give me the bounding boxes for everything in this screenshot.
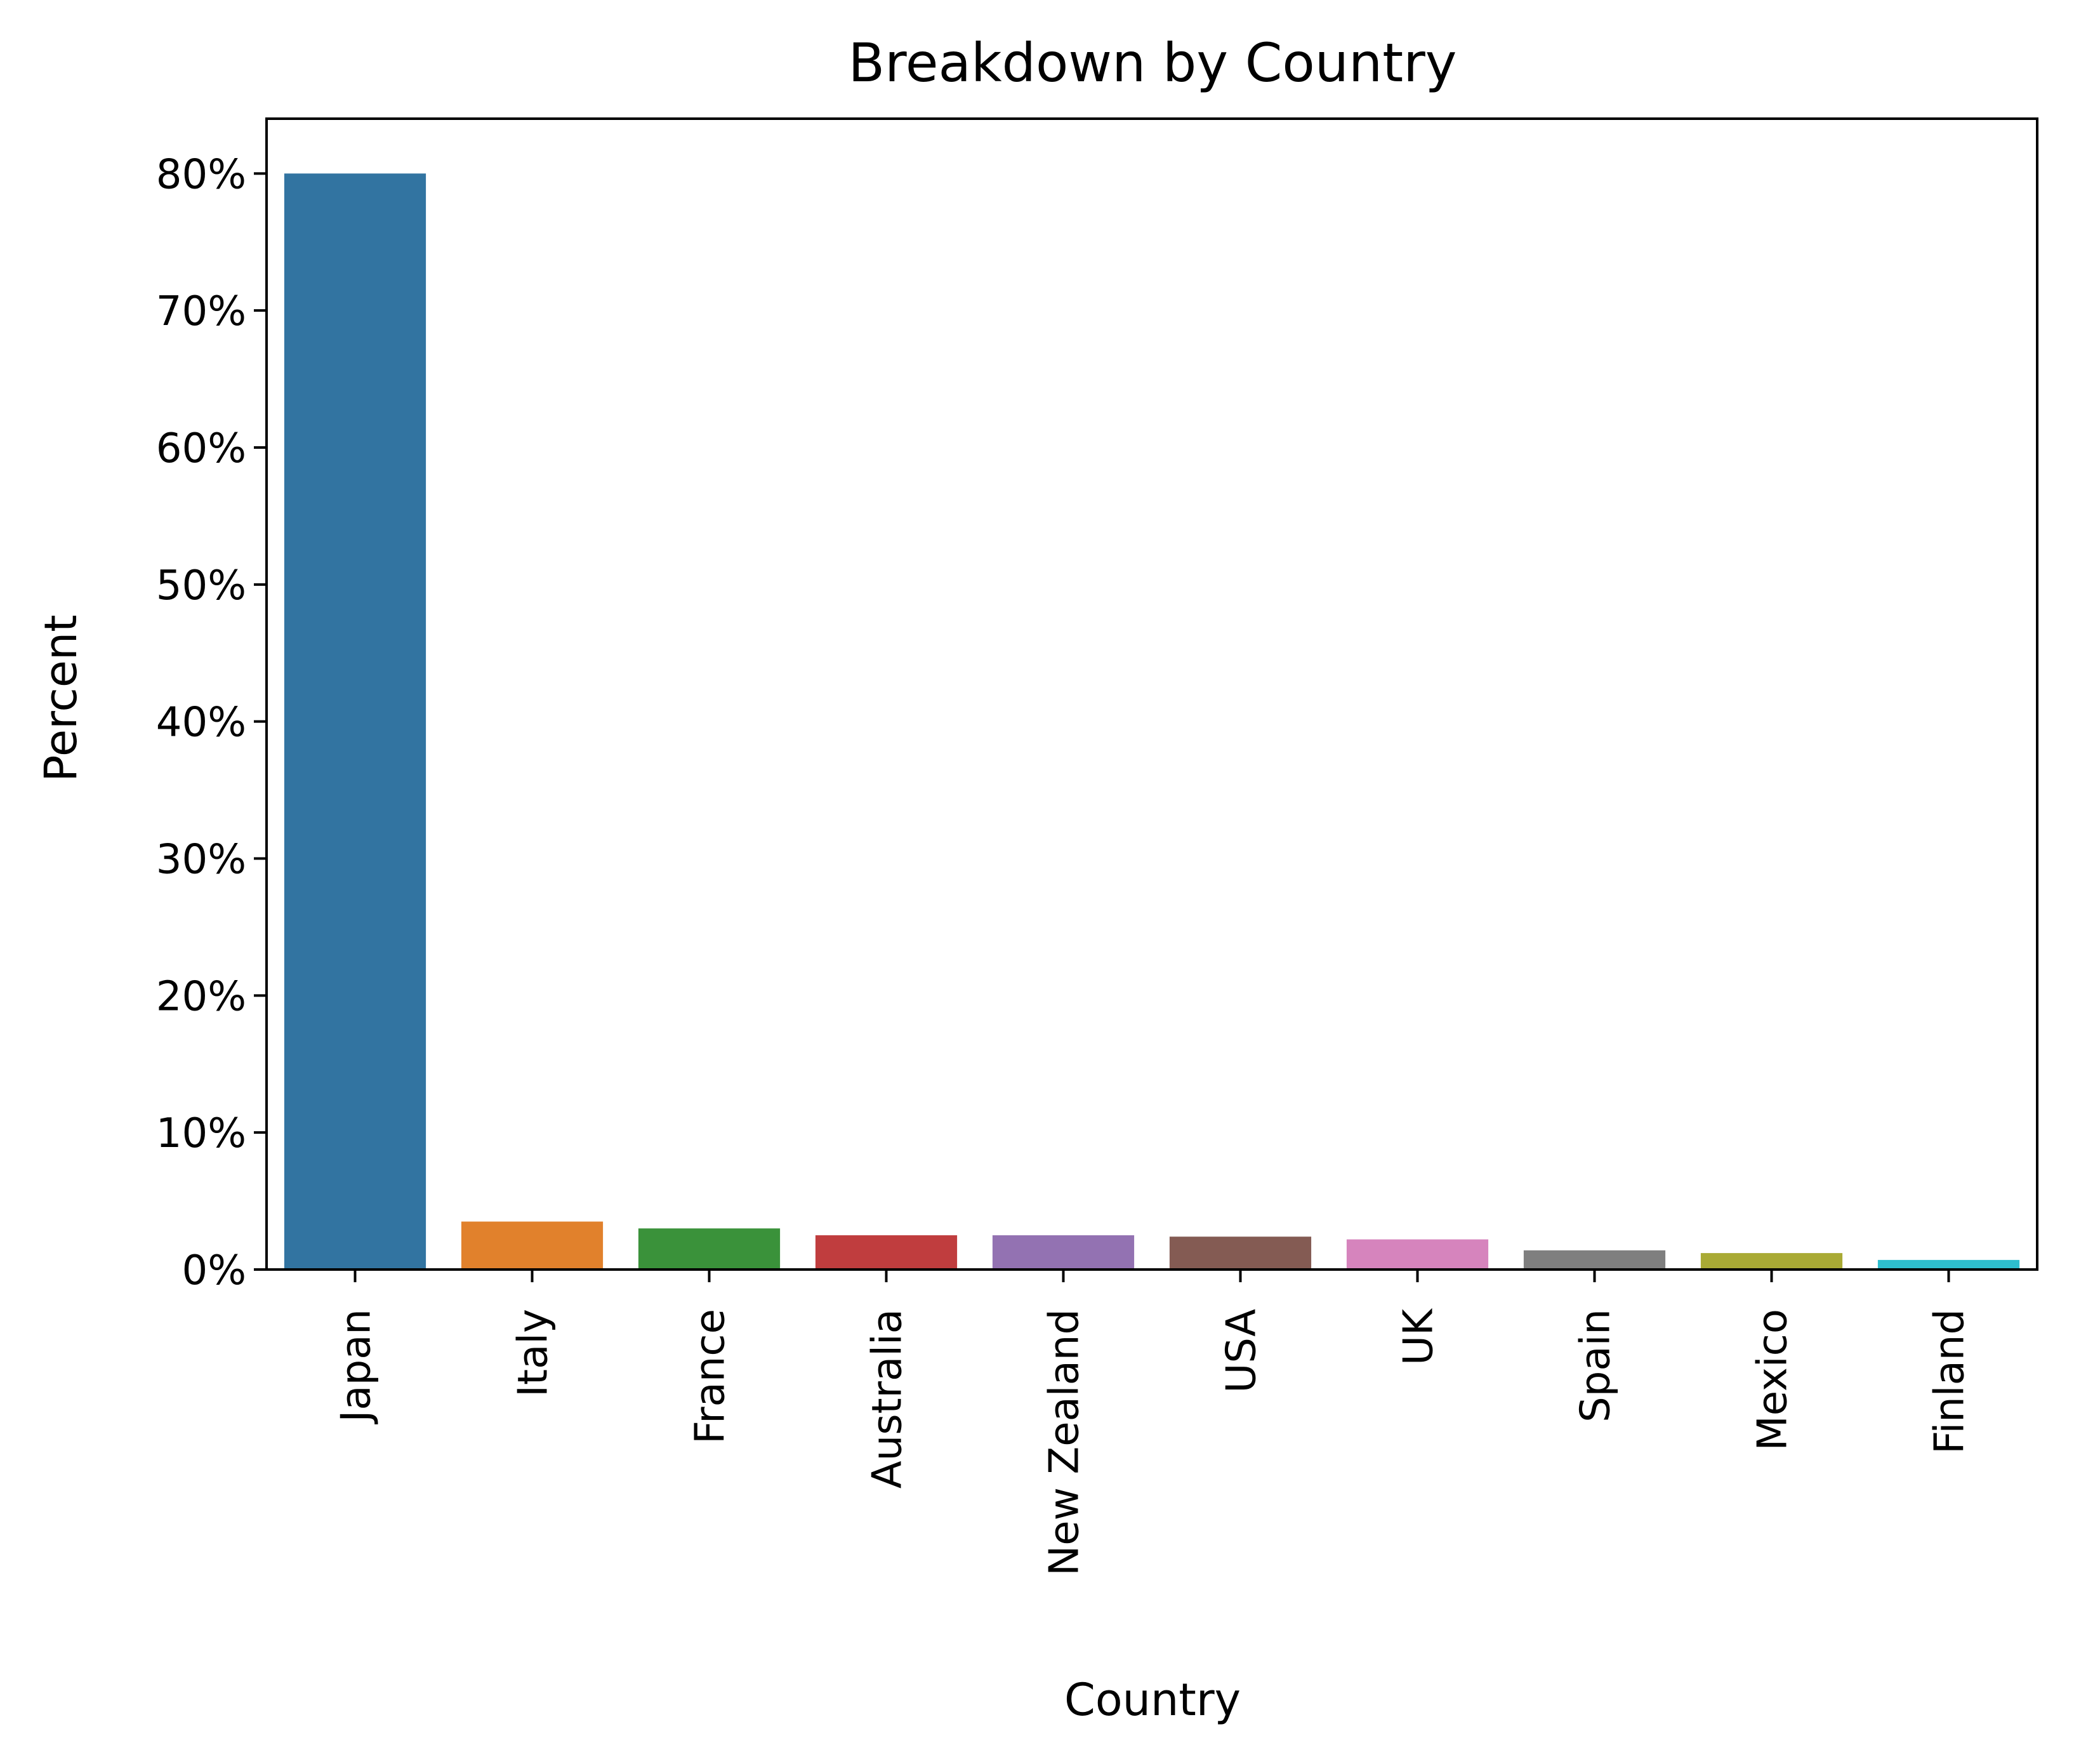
x-tick-label-spain: Spain [1573, 1309, 1620, 1422]
x-tick-label-australia: Australia [864, 1309, 911, 1489]
bar-japan [284, 173, 426, 1270]
x-tick-label-japan: Japan [333, 1309, 380, 1425]
chart-title: Breakdown by Country [849, 32, 1457, 94]
bar-uk [1346, 1239, 1489, 1270]
x-tick-label-mexico: Mexico [1750, 1309, 1797, 1450]
y-tick-label-20: 20% [156, 973, 246, 1020]
y-axis-label: Percent [35, 614, 87, 781]
bar-new-zealand [992, 1235, 1135, 1270]
x-tick-label-france: France [687, 1309, 734, 1444]
bars-group [284, 173, 2020, 1270]
x-tick-label-italy: Italy [510, 1309, 557, 1397]
plot-frame [265, 117, 2038, 1271]
bar-finland [1877, 1259, 2020, 1270]
y-tick-label-30: 30% [156, 837, 246, 884]
x-tick-label-finland: Finland [1927, 1309, 1974, 1454]
y-axis: 0% 10% 20% 30% 40% 50% 60% 70% 80% [156, 151, 267, 1294]
y-tick-label-70: 70% [156, 288, 246, 335]
bar-france [638, 1228, 781, 1270]
x-tick-label-usa: USA [1219, 1309, 1265, 1393]
x-axis: Japan Italy France Australia New Zealand USA U… [333, 1270, 1974, 1576]
y-tick-label-10: 10% [156, 1110, 246, 1157]
y-tick-label-50: 50% [156, 562, 246, 609]
bar-italy [461, 1221, 604, 1270]
x-tick-label-uk: UK [1396, 1308, 1443, 1365]
bar-spain [1523, 1250, 1666, 1270]
x-tick-label-new-zealand: New Zealand [1041, 1309, 1088, 1576]
y-tick-label-40: 40% [156, 700, 246, 746]
y-tick-label-0: 0% [182, 1247, 246, 1294]
bar-mexico [1700, 1253, 1843, 1270]
bar-usa [1169, 1237, 1312, 1270]
bar-australia [815, 1235, 958, 1270]
y-tick-label-80: 80% [156, 151, 246, 198]
x-axis-label: Country [1064, 1674, 1241, 1726]
y-tick-label-60: 60% [156, 425, 246, 472]
